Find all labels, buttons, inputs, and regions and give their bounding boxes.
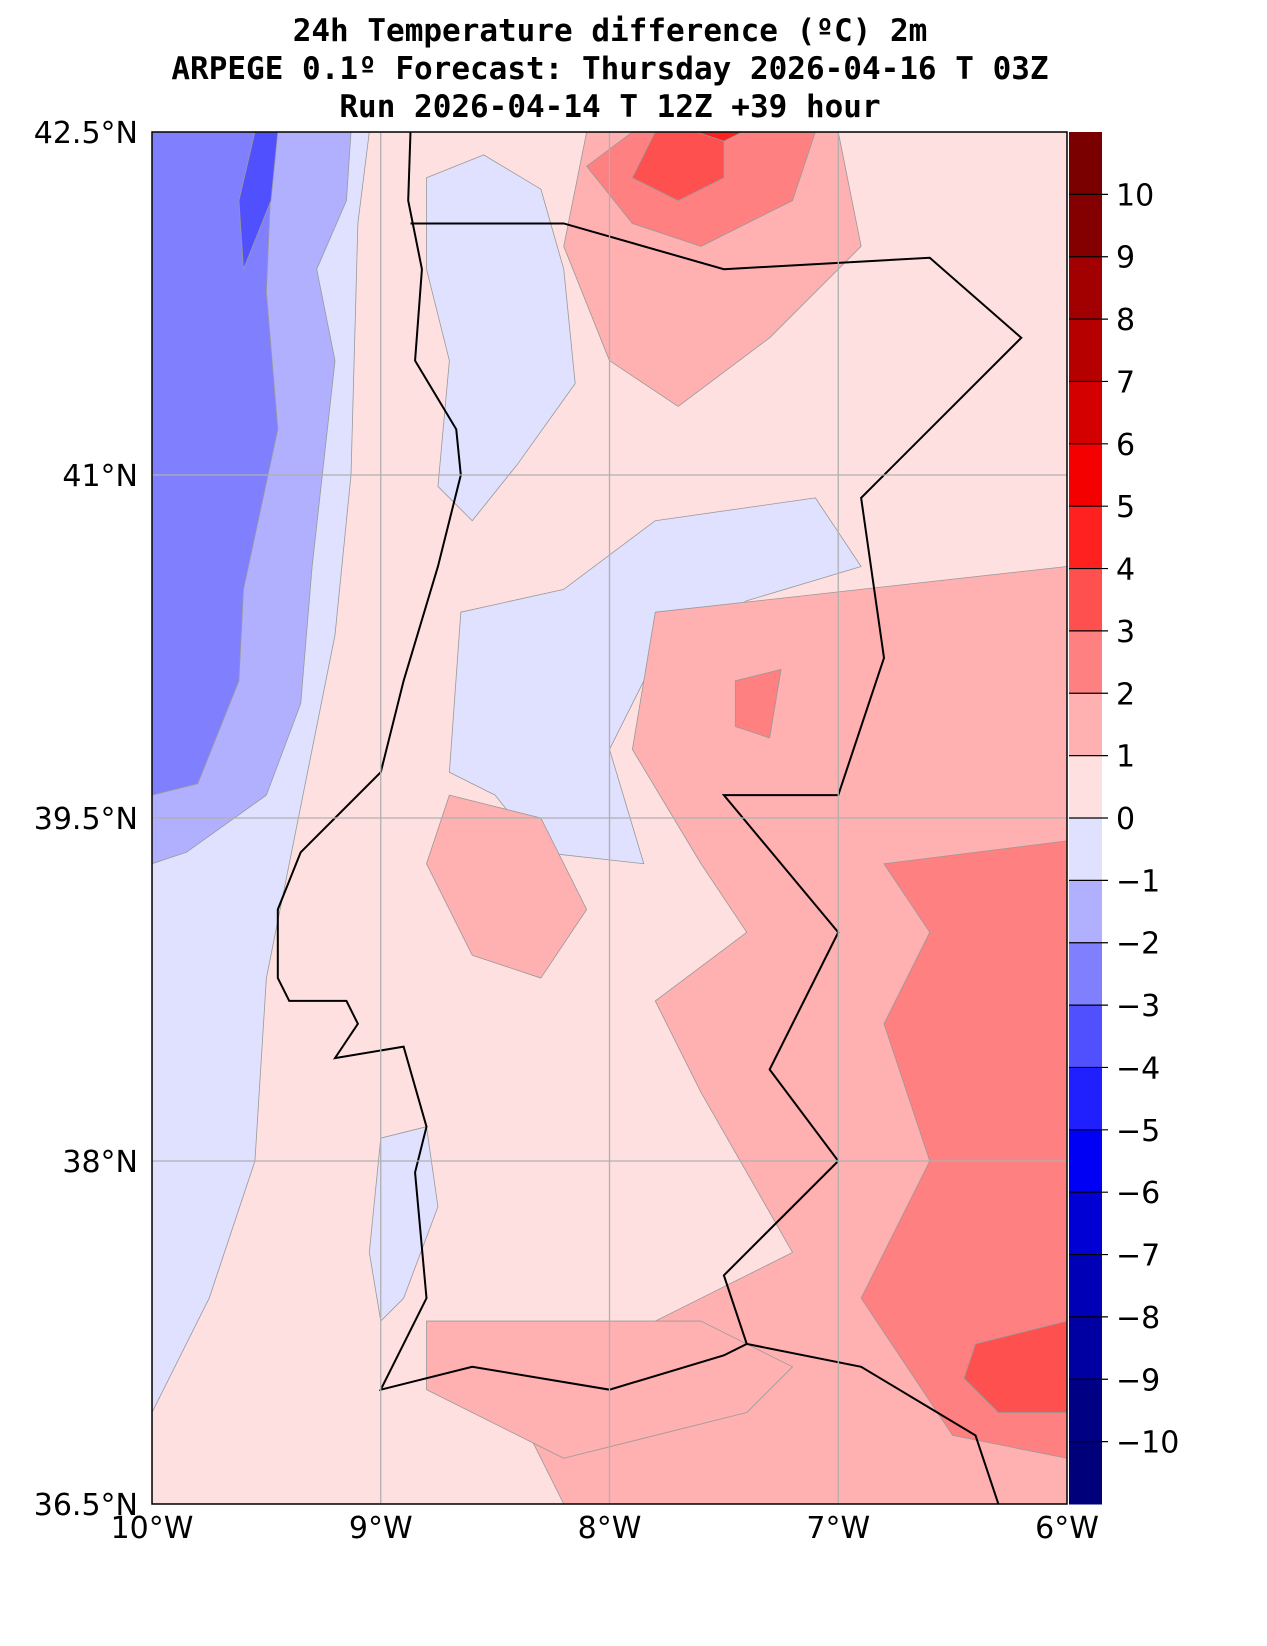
colorbar-bin	[1069, 1067, 1102, 1131]
colorbar-bin	[1069, 630, 1102, 694]
colorbar-bin	[1069, 818, 1102, 881]
title-line-1: 24h Temperature difference (ºC) 2m	[292, 13, 928, 49]
colorbar-bin	[1069, 755, 1102, 819]
colorbar-tick-label: −6	[1116, 1176, 1160, 1211]
colorbar-tick-label: 7	[1116, 365, 1135, 400]
colorbar-tick-label: −1	[1116, 864, 1160, 899]
colorbar-tick-label: −9	[1116, 1363, 1160, 1398]
colorbar-bin	[1069, 132, 1102, 195]
x-tick-label: 8°W	[578, 1511, 642, 1546]
colorbar-bin	[1069, 1129, 1102, 1193]
colorbar-bin	[1069, 1005, 1102, 1068]
contour-region	[426, 154, 576, 522]
colorbar-tick-label: 6	[1116, 428, 1135, 463]
y-tick-label: 38°N	[62, 1145, 138, 1180]
colorbar-tick-label: 8	[1116, 303, 1135, 338]
y-tick-label: 42.5°N	[34, 116, 138, 151]
colorbar-bin	[1069, 1441, 1102, 1505]
colorbar-tick-label: 3	[1116, 615, 1135, 650]
colorbar-bin	[1069, 942, 1102, 1006]
colorbar-tick-label: 2	[1116, 677, 1135, 712]
colorbar-bin	[1069, 1192, 1102, 1256]
colorbar-tick-label: −3	[1116, 989, 1160, 1024]
colorbar-bin	[1069, 443, 1102, 507]
colorbar-tick-label: 4	[1116, 553, 1135, 588]
contour-region	[631, 132, 725, 202]
contour-region	[860, 840, 1067, 1459]
colorbar-tick-label: 5	[1116, 490, 1135, 525]
colorbar-tick-label: 9	[1116, 241, 1135, 276]
map-layer	[152, 132, 1067, 1504]
title-line-2: ARPEGE 0.1º Forecast: Thursday 2026-04-1…	[171, 51, 1049, 87]
x-tick-label: 6°W	[1035, 1511, 1099, 1546]
colorbar-tick-label: −2	[1116, 927, 1160, 962]
colorbar-tick-label: −5	[1116, 1114, 1160, 1149]
colorbar-tick-label: 0	[1116, 802, 1135, 837]
colorbar-tick-label: 10	[1116, 178, 1154, 213]
country-border	[410, 222, 1023, 1345]
colorbar-bin	[1069, 194, 1102, 258]
y-tick-label: 41°N	[62, 459, 138, 494]
colorbar-bin	[1069, 381, 1102, 445]
colorbar-tick-label: −7	[1116, 1239, 1160, 1274]
y-tick-label: 36.5°N	[34, 1488, 138, 1523]
colorbar-bin	[1069, 693, 1102, 757]
colorbar-bin	[1069, 1254, 1102, 1318]
y-tick-label: 39.5°N	[34, 802, 138, 837]
map-content	[152, 132, 1067, 1504]
chart-title: 24h Temperature difference (ºC) 2m ARPEG…	[0, 12, 1220, 126]
contour-region	[696, 132, 743, 142]
colorbar-tick-label: −10	[1116, 1426, 1179, 1461]
colorbar-bin	[1069, 880, 1102, 944]
colorbar-bin	[1069, 1316, 1102, 1380]
x-tick-label: 10°W	[111, 1511, 194, 1546]
contour-region	[734, 668, 782, 739]
colorbar-bin	[1069, 568, 1102, 632]
title-line-3: Run 2026-04-14 T 12Z +39 hour	[339, 89, 881, 125]
colorbar-tick-label: −4	[1116, 1051, 1160, 1086]
map-frame	[151, 131, 1068, 1505]
colorbar-bin	[1069, 256, 1102, 320]
x-tick-label: 7°W	[806, 1511, 870, 1546]
colorbar-bin	[1069, 1379, 1102, 1443]
colorbar-tick-label: −8	[1116, 1301, 1160, 1336]
colorbar-tick-label: 1	[1116, 740, 1135, 775]
coastline	[276, 132, 1000, 1504]
contour-region	[238, 132, 279, 270]
colorbar-bin	[1069, 319, 1102, 382]
axes-layer: 10°W 9°W 8°W 7°W 6°W 42.5°N 41°N 39.5°N 38°N 36.5…	[34, 116, 1099, 1546]
contour-region	[963, 1320, 1067, 1413]
colorbar-bin	[1069, 506, 1102, 570]
x-tick-label: 9°W	[349, 1511, 413, 1546]
